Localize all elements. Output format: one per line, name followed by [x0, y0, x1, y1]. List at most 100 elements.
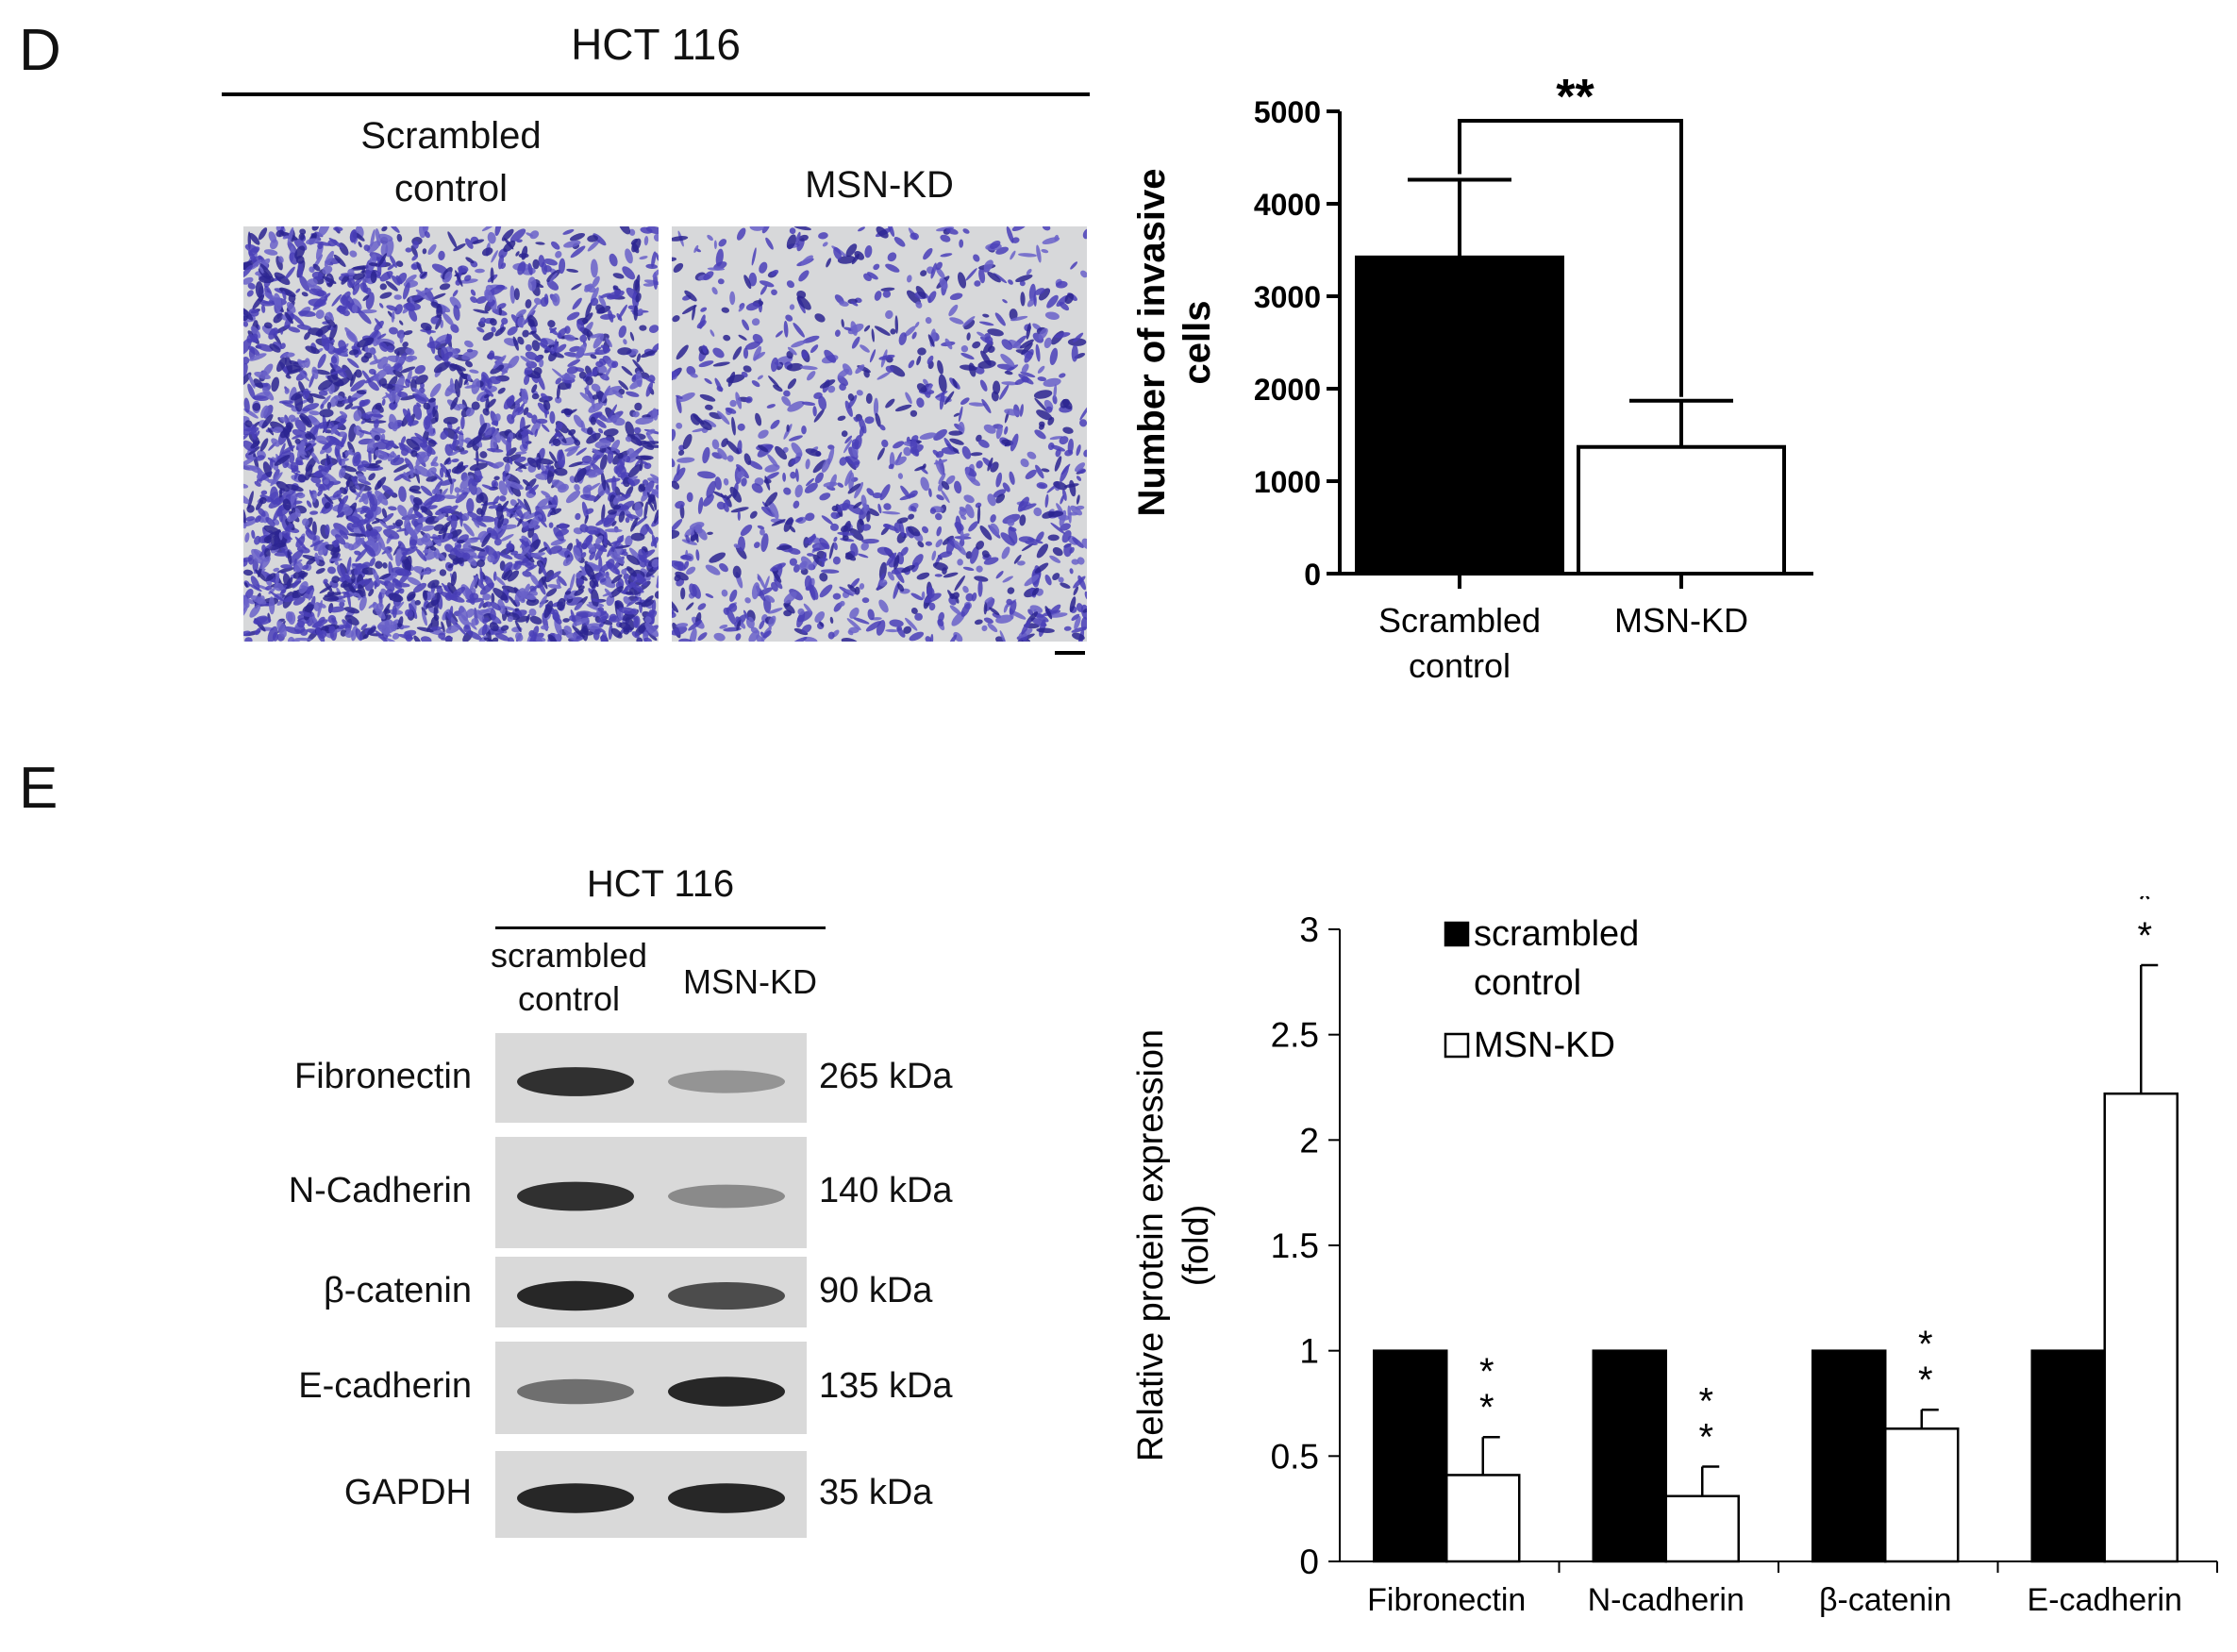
- stained-cell: [353, 578, 369, 590]
- stained-cell: [391, 310, 395, 323]
- stained-cell: [751, 318, 760, 326]
- stained-cell: [608, 509, 617, 515]
- stained-cell: [343, 607, 359, 614]
- stained-cell: [875, 412, 881, 427]
- y-tick-label: 1000: [1254, 465, 1321, 499]
- stained-cell: [379, 271, 393, 282]
- stained-cell: [427, 440, 437, 447]
- stained-cell: [775, 445, 788, 460]
- stained-cell: [269, 458, 274, 471]
- stained-cell: [576, 542, 582, 548]
- stained-cell: [819, 584, 833, 598]
- stained-cell: [927, 334, 935, 347]
- stained-cell: [953, 631, 963, 642]
- stained-cell: [921, 526, 929, 534]
- blot-bands: [517, 1181, 785, 1211]
- stained-cell: [897, 583, 905, 592]
- stained-cell: [390, 457, 405, 466]
- stained-cell: [466, 435, 482, 448]
- stained-cell: [697, 471, 716, 479]
- stained-cell: [429, 383, 442, 398]
- stained-cell: [500, 524, 517, 530]
- stained-cell: [954, 576, 965, 592]
- stained-cell: [347, 533, 366, 537]
- stained-cell: [908, 526, 921, 537]
- stained-cell: [252, 333, 259, 340]
- stained-cell: [260, 405, 269, 419]
- stained-cell: [781, 395, 792, 407]
- stained-cell: [334, 443, 341, 458]
- stained-cell: [948, 430, 963, 436]
- stained-cell: [753, 351, 766, 360]
- stained-cell: [428, 397, 436, 403]
- stained-cell: [960, 344, 969, 353]
- stained-cell: [1037, 376, 1047, 382]
- stained-cell: [276, 620, 287, 638]
- stained-cell: [484, 426, 496, 438]
- stained-cell: [645, 428, 656, 436]
- blot-size-label: 265 kDa: [819, 1056, 953, 1096]
- stained-cell: [629, 331, 635, 342]
- stained-cell: [731, 416, 736, 436]
- stained-cell: [878, 599, 889, 613]
- stained-cell: [773, 384, 783, 392]
- stained-cell: [887, 226, 895, 237]
- stained-cell: [324, 250, 334, 267]
- stained-cell: [538, 504, 558, 510]
- stained-cell: [799, 365, 818, 371]
- stained-cell: [751, 582, 760, 600]
- stained-cell: [910, 506, 917, 512]
- stained-cell: [853, 501, 862, 509]
- stained-cell: [640, 440, 655, 450]
- x-tick-label: Fibronectin: [1367, 1582, 1526, 1618]
- stained-cell: [945, 537, 956, 555]
- stained-cell: [1035, 343, 1041, 362]
- stained-cell: [275, 480, 290, 492]
- stained-cell: [1039, 421, 1045, 427]
- stained-cell: [899, 521, 905, 538]
- stained-cell: [340, 296, 349, 306]
- stained-cell: [434, 409, 439, 423]
- stained-cell: [248, 353, 267, 361]
- stained-cell: [1001, 339, 1013, 350]
- stained-cell: [610, 360, 619, 368]
- stained-cell: [452, 290, 459, 297]
- stained-cell: [243, 508, 246, 524]
- stained-cell: [702, 493, 714, 507]
- stained-cell: [311, 619, 328, 628]
- stained-cell: [783, 487, 792, 495]
- stained-cell: [626, 566, 637, 577]
- stained-cell: [530, 420, 542, 436]
- stained-cell: [672, 609, 675, 615]
- stained-cell: [365, 292, 375, 310]
- stained-cell: [955, 515, 962, 535]
- stained-cell: [410, 450, 418, 458]
- stained-cell: [474, 458, 488, 463]
- stained-cell: [540, 392, 549, 402]
- stained-cell: [1014, 378, 1026, 386]
- stained-cell: [1083, 449, 1087, 458]
- stained-cell: [607, 542, 618, 558]
- stained-cell: [328, 238, 344, 249]
- stained-cell: [277, 567, 295, 574]
- stained-cell: [768, 608, 783, 614]
- stained-cell: [863, 273, 872, 282]
- stained-cell: [420, 329, 437, 333]
- stained-cell: [750, 626, 759, 634]
- stained-cell: [810, 344, 819, 354]
- stained-cell: [824, 349, 837, 363]
- stained-cell: [417, 517, 426, 524]
- stained-cell: [441, 345, 449, 363]
- stained-cell: [576, 610, 593, 618]
- stained-cell: [885, 309, 893, 319]
- stained-cell: [248, 374, 256, 389]
- stained-cell: [381, 226, 388, 232]
- stained-cell: [594, 440, 611, 449]
- stained-cell: [845, 243, 858, 258]
- stained-cell: [523, 375, 530, 386]
- stained-cell: [468, 622, 477, 630]
- stained-cell: [348, 349, 359, 356]
- stained-cell: [523, 583, 530, 598]
- stained-cell: [712, 361, 730, 367]
- stained-cell: [1052, 573, 1060, 581]
